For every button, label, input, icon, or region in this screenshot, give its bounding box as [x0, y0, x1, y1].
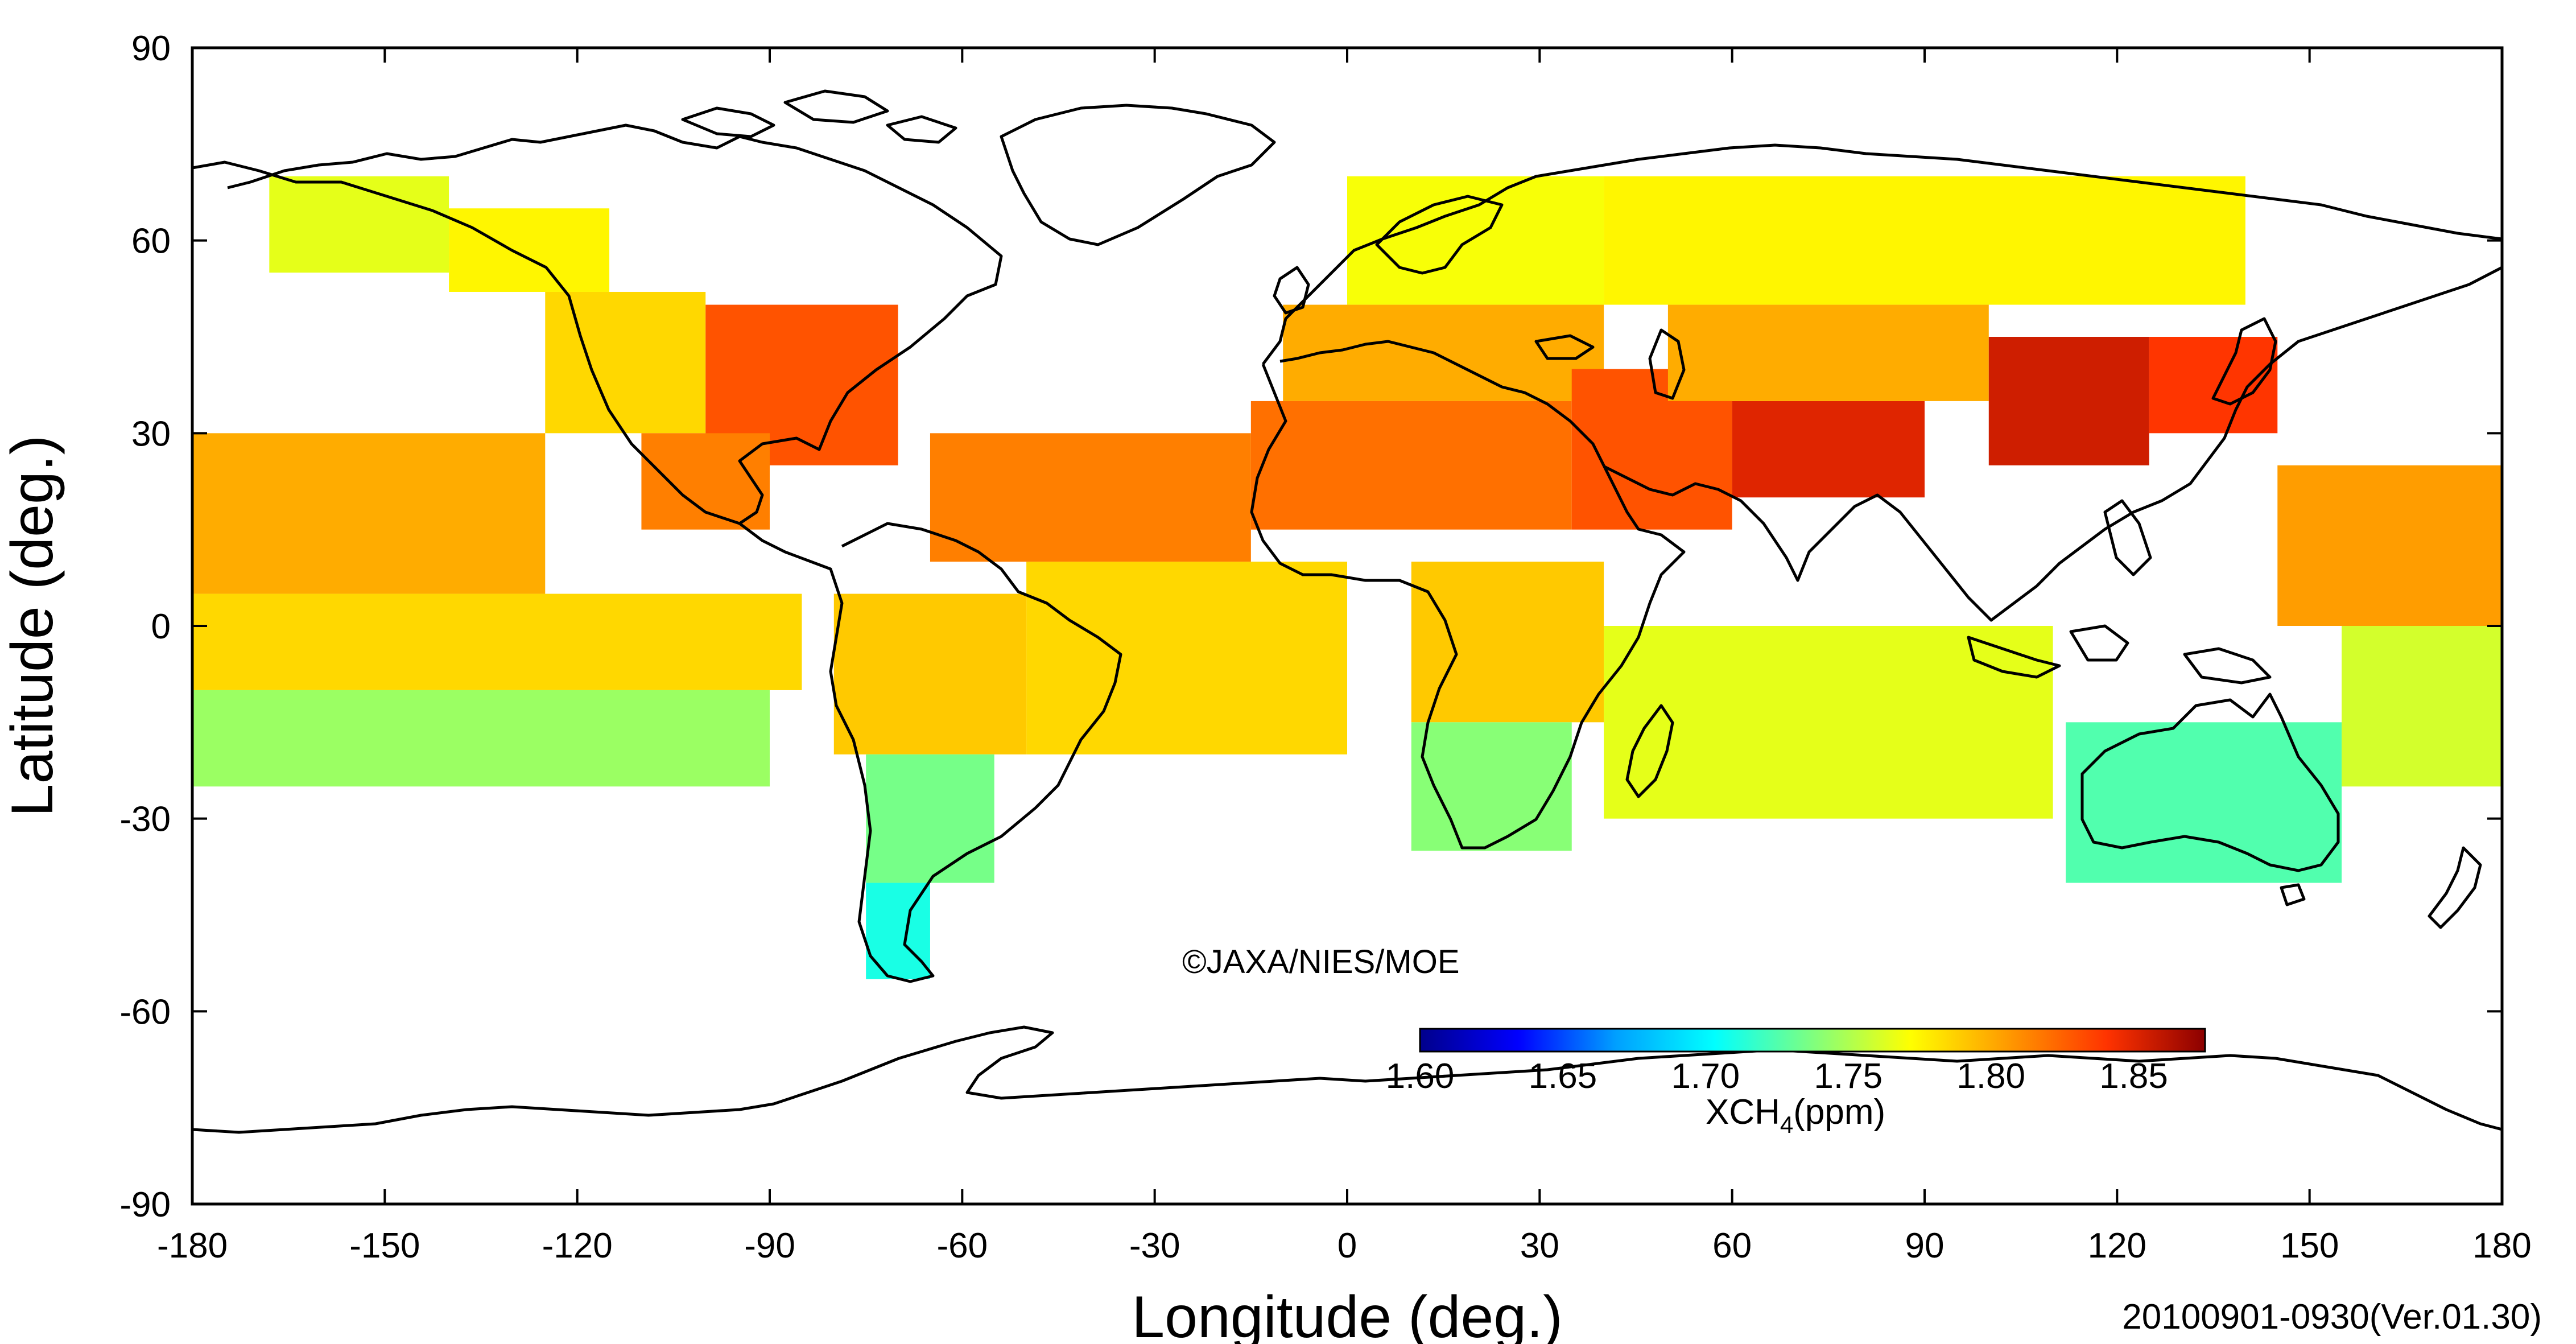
- y-tick-label: 30: [131, 414, 171, 454]
- y-tick-label: 0: [151, 607, 171, 646]
- region-cell: [192, 593, 802, 690]
- coastlines: [192, 89, 2502, 1134]
- x-tick-label: -90: [744, 1226, 795, 1265]
- region-cell: [930, 433, 1251, 562]
- x-tick-label: 180: [2472, 1226, 2531, 1265]
- colorbar-tick-label: 1.60: [1386, 1057, 1455, 1096]
- region-cell: [1347, 176, 1604, 305]
- y-tick-label: 60: [131, 222, 171, 261]
- colorbar-tick-labels: 1.60 1.65 1.70 1.75 1.80 1.85: [1386, 1057, 2168, 1096]
- x-tick-label: -180: [157, 1226, 228, 1265]
- region-cell: [1026, 562, 1347, 755]
- x-tick-label: -60: [937, 1226, 988, 1265]
- region-cell: [866, 754, 994, 883]
- region-cell: [449, 208, 610, 292]
- y-axis-title: Latitude (deg.): [0, 435, 65, 817]
- colorbar-tick-label: 1.85: [2099, 1057, 2168, 1096]
- colorbar-tick-label: 1.70: [1671, 1057, 1740, 1096]
- x-tick-label: 0: [1337, 1226, 1357, 1265]
- region-cell: [1732, 401, 1925, 498]
- y-tick-label: -90: [119, 1185, 171, 1225]
- x-axis-title: Longitude (deg.): [1132, 1284, 1562, 1344]
- xch4-grid-cells: [192, 176, 2502, 979]
- region-cell: [1411, 722, 1572, 851]
- colorbar-label-unit: (ppm): [1793, 1092, 1885, 1132]
- region-cell: [1604, 626, 2053, 819]
- region-cell: [192, 433, 546, 594]
- colorbar-label-main: XCH: [1706, 1092, 1780, 1132]
- x-tick-label: 90: [1905, 1226, 1945, 1265]
- y-axis-ticks: 90 60 30 0 -30 -60 -90: [119, 29, 2502, 1225]
- colorbar-tick-label: 1.65: [1529, 1057, 1597, 1096]
- colorbar-tick-label: 1.75: [1814, 1057, 1883, 1096]
- x-tick-label: 60: [1712, 1226, 1752, 1265]
- colorbar-tick-label: 1.80: [1956, 1057, 2025, 1096]
- region-cell: [1988, 337, 2149, 465]
- region-cell: [833, 593, 1027, 755]
- region-cell: [1283, 304, 1604, 401]
- region-cell: [2342, 626, 2502, 787]
- x-tick-label: 150: [2280, 1226, 2339, 1265]
- y-tick-label: -30: [119, 800, 171, 839]
- region-cell: [1604, 176, 2245, 305]
- x-tick-label: -120: [542, 1226, 613, 1265]
- region-cell: [2277, 465, 2502, 626]
- y-tick-label: 90: [131, 29, 171, 68]
- region-cell: [545, 291, 706, 434]
- region-cell: [192, 690, 770, 787]
- y-tick-label: -60: [119, 992, 171, 1032]
- region-cell: [2066, 722, 2342, 883]
- region-cell: [1411, 562, 1604, 723]
- region-cell: [2149, 337, 2278, 434]
- region-cell: [269, 176, 449, 273]
- region-cell: [1667, 304, 1989, 401]
- colorbar-label: XCH4(ppm): [1706, 1092, 1885, 1138]
- x-tick-label: -150: [349, 1226, 420, 1265]
- credit-text: ©JAXA/NIES/MOE: [1182, 943, 1460, 980]
- x-tick-label: 120: [2088, 1226, 2146, 1265]
- x-axis-ticks: -180 -150 -120 -90 -60 -30 0 30 60 90 120 150 180: [157, 48, 2532, 1265]
- x-tick-label: 30: [1520, 1226, 1559, 1265]
- colorbar: 1.60 1.65 1.70 1.75 1.80 1.85 XCH4(ppm): [1386, 1028, 2206, 1138]
- period-stamp: 20100901-0930(Ver.01.30): [2122, 1297, 2542, 1337]
- colorbar-gradient: [1419, 1028, 2206, 1053]
- x-tick-label: -30: [1129, 1226, 1180, 1265]
- colorbar-label-subscript: 4: [1780, 1111, 1793, 1138]
- region-cell: [1250, 401, 1572, 530]
